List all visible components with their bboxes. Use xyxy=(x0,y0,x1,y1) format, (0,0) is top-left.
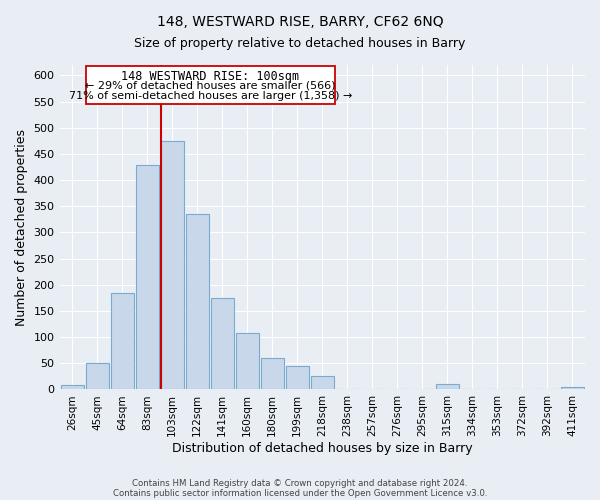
Text: Contains public sector information licensed under the Open Government Licence v3: Contains public sector information licen… xyxy=(113,488,487,498)
Text: 148, WESTWARD RISE, BARRY, CF62 6NQ: 148, WESTWARD RISE, BARRY, CF62 6NQ xyxy=(157,15,443,29)
Bar xyxy=(311,376,334,390)
Bar xyxy=(286,366,309,390)
Text: Size of property relative to detached houses in Barry: Size of property relative to detached ho… xyxy=(134,38,466,51)
Bar xyxy=(161,142,184,390)
Bar xyxy=(211,298,233,390)
Bar xyxy=(61,386,83,390)
Bar xyxy=(561,387,584,390)
X-axis label: Distribution of detached houses by size in Barry: Distribution of detached houses by size … xyxy=(172,442,473,455)
Bar xyxy=(136,166,158,390)
FancyBboxPatch shape xyxy=(86,66,335,104)
Text: 71% of semi-detached houses are larger (1,358) →: 71% of semi-detached houses are larger (… xyxy=(68,90,352,101)
Bar xyxy=(110,292,134,390)
Text: 148 WESTWARD RISE: 100sqm: 148 WESTWARD RISE: 100sqm xyxy=(121,70,299,82)
Bar xyxy=(185,214,209,390)
Text: ← 29% of detached houses are smaller (566): ← 29% of detached houses are smaller (56… xyxy=(85,80,335,90)
Bar xyxy=(261,358,284,390)
Text: Contains HM Land Registry data © Crown copyright and database right 2024.: Contains HM Land Registry data © Crown c… xyxy=(132,478,468,488)
Bar xyxy=(86,364,109,390)
Bar xyxy=(236,334,259,390)
Y-axis label: Number of detached properties: Number of detached properties xyxy=(15,128,28,326)
Bar xyxy=(436,384,459,390)
